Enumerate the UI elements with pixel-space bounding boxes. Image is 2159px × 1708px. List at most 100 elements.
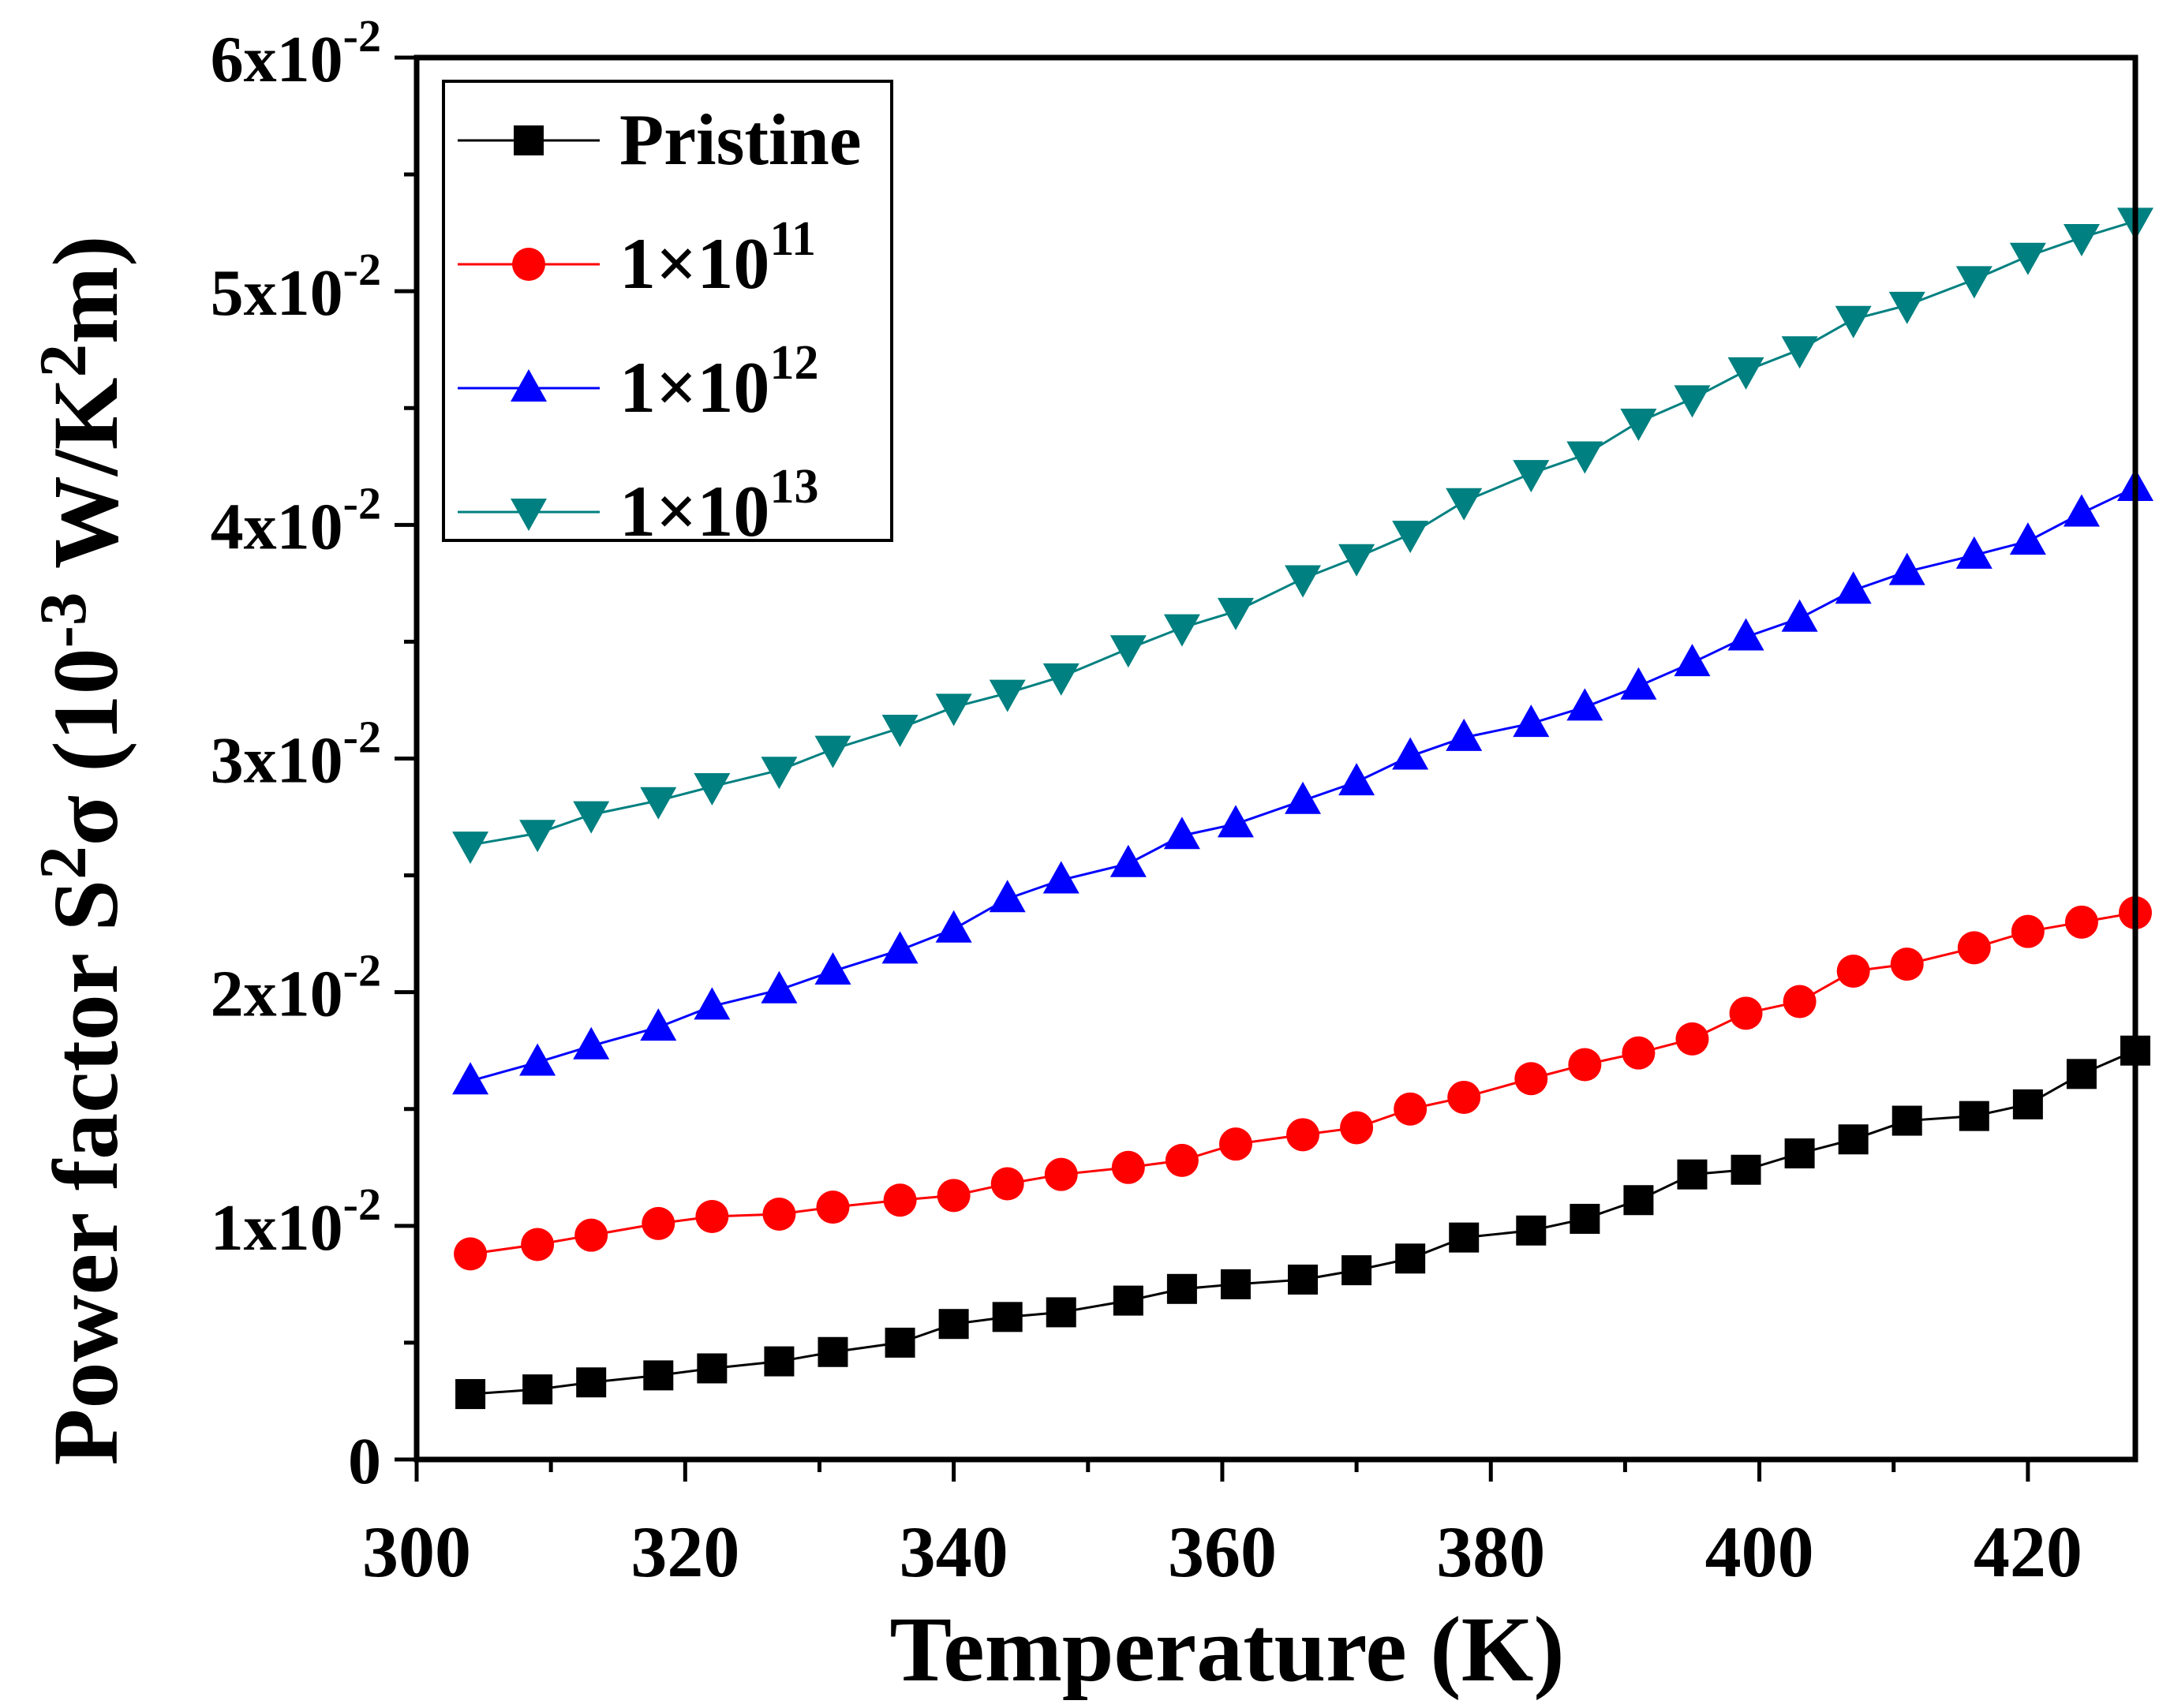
data-point	[1888, 552, 1925, 585]
data-point	[761, 757, 798, 790]
data-point	[1955, 536, 1992, 569]
data-point	[1623, 1185, 1654, 1216]
data-point	[881, 714, 919, 747]
data-point	[1513, 460, 1550, 493]
data-point	[938, 1309, 969, 1340]
data-point	[1835, 571, 1872, 604]
data-point	[1514, 1062, 1548, 1096]
data-point	[452, 832, 489, 865]
y-tick-label: 4x10-2	[211, 477, 381, 563]
data-point	[519, 1043, 556, 1076]
legend: Pristine 1×1011 1×1012 1×1013	[442, 80, 893, 551]
data-point	[1165, 1143, 1199, 1177]
data-point	[1784, 1138, 1815, 1169]
data-point	[1394, 1092, 1427, 1126]
data-point	[1888, 291, 1925, 324]
data-point	[1163, 817, 1200, 850]
data-point	[1218, 1127, 1252, 1161]
data-point	[1109, 635, 1147, 668]
data-point	[1838, 1124, 1869, 1155]
legend-label: 1×1012	[619, 336, 818, 428]
data-point	[1516, 1215, 1547, 1246]
data-point	[1566, 688, 1603, 721]
series-1	[454, 895, 2152, 1271]
y-tick-label: 6x10-2	[211, 10, 381, 96]
data-point	[1781, 599, 1818, 632]
legend-marker	[512, 248, 545, 281]
data-point	[2064, 905, 2098, 939]
data-point	[816, 1190, 850, 1224]
data-point	[1513, 705, 1550, 738]
legend-label: Pristine	[619, 99, 862, 180]
legend-marker	[511, 499, 547, 531]
x-tick-label: 320	[630, 1512, 739, 1592]
data-point	[1113, 1285, 1143, 1316]
data-point	[1731, 1154, 1761, 1185]
data-point	[522, 1374, 553, 1405]
data-point	[885, 1327, 915, 1358]
y-title-prefix: Power factor S	[34, 880, 137, 1466]
data-point	[1890, 947, 1924, 981]
data-point	[573, 801, 610, 834]
data-point	[2063, 224, 2100, 257]
data-point	[1957, 931, 1991, 965]
data-point	[1677, 1159, 1708, 1190]
legend-label: 1×1011	[619, 212, 816, 304]
y-title-mid: σ (10	[34, 648, 137, 846]
data-point	[935, 910, 972, 943]
x-tick-label: 300	[362, 1512, 471, 1592]
data-point	[1620, 667, 1657, 700]
y-tick-label: 0	[348, 1425, 381, 1498]
data-point	[1166, 1273, 1197, 1304]
data-point	[1046, 1297, 1076, 1328]
data-point	[937, 1179, 971, 1213]
data-point	[1449, 1222, 1480, 1253]
data-point	[1446, 718, 1483, 751]
series-2	[452, 468, 2153, 1095]
data-point	[2012, 1089, 2043, 1119]
data-point	[1568, 1048, 1602, 1082]
data-point	[1891, 1105, 1922, 1136]
data-point	[1781, 336, 1818, 369]
data-point	[574, 1218, 608, 1252]
data-point	[694, 987, 731, 1020]
data-point	[1447, 1080, 1481, 1114]
data-point	[455, 1379, 486, 1410]
data-point	[1042, 663, 1080, 696]
data-point	[2011, 914, 2045, 948]
y-title-sup1: 2	[26, 846, 100, 880]
data-point	[1340, 1111, 1374, 1145]
data-point	[519, 820, 556, 853]
data-point	[452, 1062, 489, 1095]
legend-item: 1×1011	[458, 212, 816, 304]
legend-box	[442, 80, 893, 542]
y-tick-label: 1x10-2	[211, 1179, 381, 1265]
data-point	[1286, 1118, 1320, 1152]
data-point	[640, 1008, 677, 1041]
data-point	[764, 1346, 795, 1377]
data-point	[1042, 861, 1080, 894]
data-point	[1044, 1157, 1078, 1191]
x-tick-label: 340	[900, 1512, 1008, 1592]
data-point	[1729, 996, 1763, 1030]
y-axis-title: Power factor S2σ (10-3 W/K2m)	[26, 235, 137, 1465]
data-point	[1285, 565, 1322, 598]
data-point	[643, 1360, 674, 1391]
data-point	[1217, 597, 1254, 630]
data-point	[1675, 1022, 1709, 1056]
data-point	[818, 1336, 848, 1367]
data-point	[935, 693, 972, 727]
x-axis-title: Temperature (K)	[889, 1598, 1564, 1701]
series-0	[455, 1035, 2150, 1410]
x-tick-label: 360	[1168, 1512, 1277, 1592]
data-point	[1220, 1269, 1251, 1299]
data-point	[1395, 1243, 1426, 1274]
data-point	[814, 735, 851, 768]
legend-item: Pristine	[458, 99, 862, 180]
tick-labels-group: 300 320 340 360 380 400 420 0 1x10-2 2x10-2 3x10-2…	[211, 10, 2082, 1592]
data-point	[1622, 1036, 1656, 1070]
data-point	[989, 679, 1026, 712]
data-point	[642, 1206, 675, 1240]
data-point	[1163, 614, 1200, 647]
